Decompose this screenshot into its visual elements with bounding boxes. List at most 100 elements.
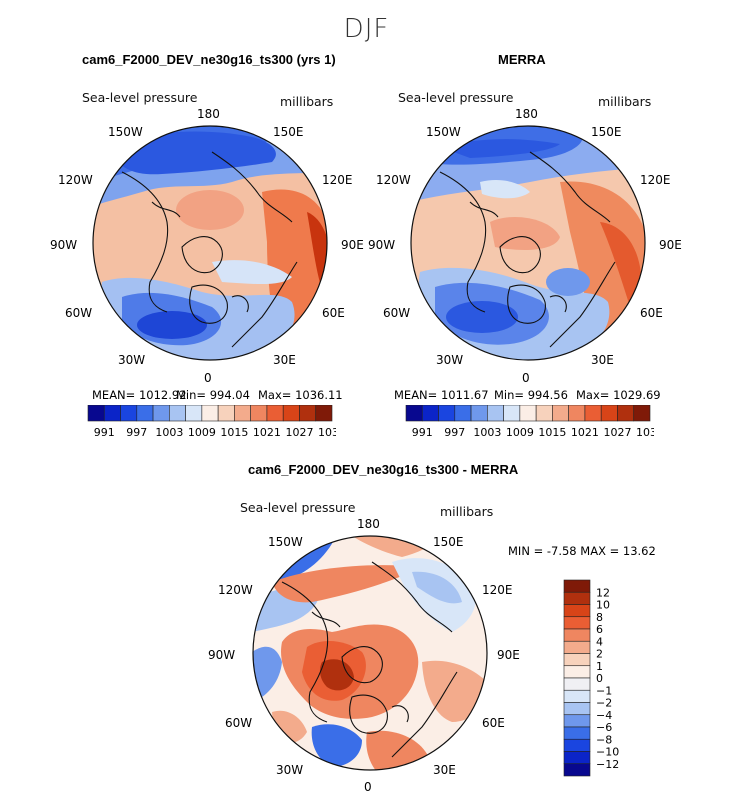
colorbar-tick-label: 1033 bbox=[636, 426, 654, 439]
colorbar-swatch bbox=[250, 405, 268, 422]
lon-label: 150E bbox=[433, 535, 464, 549]
colorbar-swatch bbox=[563, 689, 591, 703]
colorbar-tick-label: −2 bbox=[596, 697, 612, 710]
colorbar-tick-label: −1 bbox=[596, 684, 612, 697]
lon-label: 120E bbox=[322, 173, 353, 187]
colorbar-tick-label: −4 bbox=[596, 709, 612, 722]
colorbar-tick-label: 12 bbox=[596, 586, 610, 599]
colorbar-tick-label: 1033 bbox=[318, 426, 336, 439]
colorbar-tick-label: 1021 bbox=[253, 426, 281, 439]
colorbar-tick-label: 1009 bbox=[506, 426, 534, 439]
panel-1-variable: Sea-level pressure bbox=[82, 90, 198, 105]
colorbar-tick-label: 1027 bbox=[603, 426, 631, 439]
colorbar-swatch bbox=[563, 591, 591, 605]
colorbar-swatch bbox=[136, 405, 154, 422]
colorbar-swatch bbox=[405, 405, 423, 422]
colorbar-swatch bbox=[552, 405, 569, 422]
colorbar-tick-label: 0 bbox=[596, 672, 603, 685]
colorbar-swatch bbox=[563, 579, 591, 593]
panel-1-colorbar: 991 997 1003 1009 1015 1021 1027 1033 bbox=[87, 405, 336, 439]
panel-3-units: millibars bbox=[440, 504, 494, 519]
colorbar-swatch bbox=[563, 751, 591, 765]
colorbar-swatch bbox=[421, 405, 439, 422]
colorbar-tick-label: 1 bbox=[596, 660, 603, 673]
lon-label: 90E bbox=[341, 238, 364, 252]
lon-label: 150W bbox=[108, 125, 143, 139]
lon-label: 150W bbox=[426, 125, 461, 139]
lon-label: 120W bbox=[58, 173, 93, 187]
colorbar-tick-label: 1015 bbox=[538, 426, 566, 439]
colorbar-swatch bbox=[120, 405, 138, 422]
colorbar-swatch bbox=[315, 405, 333, 422]
panel-3-pos-pacific bbox=[272, 565, 422, 603]
panel-2-colorbar: 991 997 1003 1009 1015 1021 1027 1033 bbox=[405, 405, 654, 439]
lon-label: 180 bbox=[197, 107, 220, 121]
colorbar-tick-label: −12 bbox=[596, 758, 619, 771]
panel-3-minmax: MIN = -7.58 MAX = 13.62 bbox=[508, 544, 656, 558]
colorbar-tick-label: 991 bbox=[94, 426, 115, 439]
colorbar-swatch bbox=[454, 405, 472, 422]
colorbar-swatch bbox=[503, 405, 521, 422]
colorbar-swatch bbox=[201, 405, 219, 422]
colorbar-swatch bbox=[470, 405, 488, 422]
colorbar-swatch bbox=[438, 405, 456, 422]
lon-label: 60W bbox=[65, 306, 93, 320]
lon-label: 60W bbox=[225, 716, 253, 730]
lon-label: 150W bbox=[268, 535, 303, 549]
lon-label: 0 bbox=[522, 371, 530, 385]
panel-2-min: Min= 994.56 bbox=[494, 388, 568, 402]
panel-2-variable: Sea-level pressure bbox=[398, 90, 514, 105]
lon-label: 30E bbox=[433, 763, 456, 777]
panel-3-neg-atlantic bbox=[311, 724, 362, 767]
colorbar-tick-label: 8 bbox=[596, 611, 603, 624]
lon-label: 60E bbox=[322, 306, 345, 320]
lon-label: 150E bbox=[591, 125, 622, 139]
panel-1-max: Max= 1036.11 bbox=[258, 388, 343, 402]
colorbar-tick-label: 10 bbox=[596, 599, 610, 612]
colorbar-swatch bbox=[563, 653, 591, 667]
panel-1-border bbox=[92, 125, 328, 361]
panel-2-title: MERRA bbox=[498, 52, 546, 67]
lon-label: 60E bbox=[482, 716, 505, 730]
panel-2-units: millibars bbox=[598, 94, 652, 109]
colorbar-swatch bbox=[563, 714, 591, 728]
colorbar-tick-label: 1003 bbox=[155, 426, 183, 439]
panel-3-border bbox=[252, 535, 488, 771]
colorbar-swatch bbox=[563, 665, 591, 679]
colorbar-swatch bbox=[563, 628, 591, 642]
lon-label: 90W bbox=[208, 648, 236, 662]
colorbar-tick-label: 997 bbox=[444, 426, 465, 439]
lon-label: 30E bbox=[273, 353, 296, 367]
lon-label: 30W bbox=[276, 763, 304, 777]
colorbar-swatch bbox=[600, 405, 618, 422]
colorbar-tick-label: 991 bbox=[412, 426, 433, 439]
colorbar-swatch bbox=[633, 405, 651, 422]
panel-3-map bbox=[252, 535, 488, 771]
colorbar-swatch bbox=[563, 640, 591, 654]
colorbar-swatch bbox=[234, 405, 251, 422]
lon-label: 120E bbox=[482, 583, 513, 597]
lon-label: 180 bbox=[515, 107, 538, 121]
panel-1-map bbox=[92, 125, 328, 361]
lon-label: 90W bbox=[50, 238, 78, 252]
colorbar-swatch bbox=[282, 405, 300, 422]
colorbar-swatch bbox=[563, 763, 591, 777]
colorbar-swatch bbox=[563, 738, 591, 752]
colorbar-swatch bbox=[487, 405, 504, 422]
colorbar-swatch bbox=[563, 702, 591, 716]
panel-2-border bbox=[410, 125, 646, 361]
lon-label: 30W bbox=[436, 353, 464, 367]
panel-2-mean: MEAN= 1011.67 bbox=[394, 388, 489, 402]
colorbar-tick-label: −10 bbox=[596, 746, 619, 759]
lon-label: 120W bbox=[218, 583, 253, 597]
lon-label: 0 bbox=[204, 371, 212, 385]
colorbar-swatch bbox=[299, 405, 317, 422]
colorbar-swatch bbox=[266, 405, 284, 422]
panel-1-title: cam6_F2000_DEV_ne30g16_ts300 (yrs 1) bbox=[82, 52, 336, 67]
colorbar-swatch bbox=[563, 677, 591, 691]
panel-1-units: millibars bbox=[280, 94, 334, 109]
lon-label: 150E bbox=[273, 125, 304, 139]
lon-label: 90W bbox=[368, 238, 396, 252]
colorbar-swatch bbox=[568, 405, 586, 422]
panel-3-title: cam6_F2000_DEV_ne30g16_ts300 - MERRA bbox=[248, 462, 519, 477]
